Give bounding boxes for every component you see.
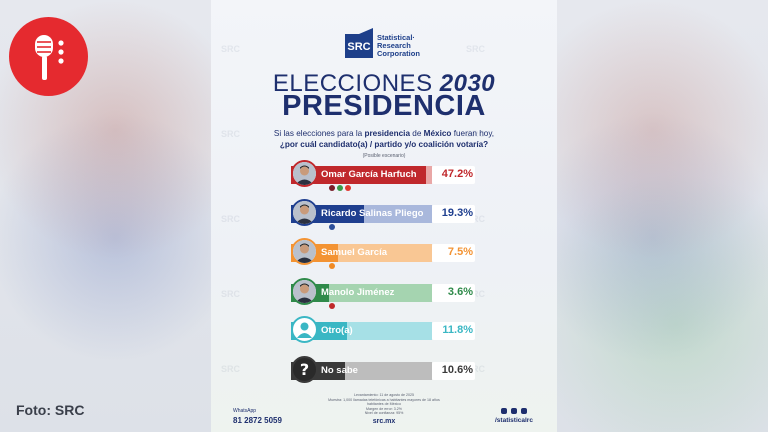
- party-logos-icon: [329, 224, 335, 230]
- person-icon: [291, 316, 318, 343]
- x-icon: [521, 408, 527, 414]
- watermark-text: SRC: [221, 214, 241, 224]
- watermark-text: SRC: [221, 129, 241, 139]
- brand-box: SRC: [345, 34, 373, 58]
- bar: [291, 166, 426, 184]
- value-box: [432, 322, 475, 340]
- party-logos-icon: [329, 303, 335, 309]
- bar-label: No sabe: [321, 365, 358, 376]
- brand-name-line: Research: [377, 41, 411, 50]
- party-logo-icon: [337, 185, 343, 191]
- question-text: de: [412, 129, 422, 138]
- survey-question: Si las elecciones para la presidencia de…: [231, 128, 537, 150]
- bar-label: Manolo Jiménez: [321, 287, 395, 298]
- bar-label: Ricardo Salinas Pliego: [321, 208, 424, 219]
- social-icons: [501, 408, 527, 414]
- whatsapp-label: WhatsApp: [233, 408, 257, 414]
- data-label: 19.3%: [441, 207, 473, 219]
- candidate-avatar: [291, 160, 318, 187]
- party-logo-icon: [329, 263, 335, 269]
- meta-line: Muestra: 1,000 llamadas telefónicas a ha…: [328, 397, 440, 407]
- value-box: [432, 166, 475, 184]
- watermark-text: SRC: [466, 364, 486, 374]
- svg-text:?: ?: [300, 360, 309, 379]
- chart-row: ? No sabe 10.6%: [291, 356, 477, 383]
- question-line-2: ¿por cuál candidato(a) / partido y/o coa…: [279, 140, 489, 149]
- bar-label: Omar García Harfuch: [321, 169, 417, 180]
- candidate-avatar: [291, 199, 318, 226]
- watermark-text: SRC: [221, 289, 241, 299]
- question-mark-icon: ?: [291, 356, 318, 383]
- title-year: 2030: [439, 70, 496, 97]
- chart-row: Omar García Harfuch 47.2%: [291, 160, 477, 191]
- facebook-icon: [501, 408, 507, 414]
- question-text: fueran hoy,: [453, 129, 495, 138]
- watermark-text: SRC: [466, 129, 486, 139]
- methodology-note: Levantamiento: 11 de agosto de 2025 Mues…: [321, 393, 447, 416]
- party-logos-icon: [329, 185, 351, 191]
- poll-poster: SRC SRC SRC SRC SRC SRC SRC SRC SRC SRC SRC Stati…: [211, 0, 557, 432]
- data-label: 3.6%: [447, 286, 473, 298]
- party-logo-icon: [329, 303, 335, 309]
- value-box: [432, 205, 475, 223]
- meta-line: Margen de error: 3.2%: [366, 406, 402, 411]
- data-label: 7.5%: [447, 246, 473, 258]
- bar-label: Samuel García: [321, 247, 388, 258]
- bar-label: Otro(a): [321, 325, 353, 336]
- value-box: [432, 244, 475, 262]
- watermark-text: SRC: [221, 44, 241, 54]
- whatsapp-phone: 81 2872 5059: [233, 416, 282, 425]
- microphone-logo-icon: [9, 17, 88, 96]
- title-elecciones: ELECCIONES 2030: [211, 70, 557, 98]
- party-logo-icon: [329, 224, 335, 230]
- brand-name-line: Statistical·: [377, 33, 415, 42]
- brand-logo: SRC Statistical· Research Corporation: [345, 34, 420, 58]
- meta-line: Levantamiento: 11 de agosto de 2025: [353, 393, 415, 397]
- photo-credit: Foto: SRC: [16, 402, 85, 418]
- chart-row: Samuel García 7.5%: [291, 238, 477, 269]
- watermark-text: SRC: [466, 214, 486, 224]
- brand-name-line: Corporation: [377, 49, 420, 58]
- party-logo-icon: [345, 185, 351, 191]
- data-label: 10.6%: [441, 364, 473, 376]
- meta-line: Nivel de confianza: 95%: [364, 411, 404, 415]
- chart-row: Ricardo Salinas Pliego 19.3%: [291, 199, 477, 230]
- title-presidencia: PRESIDENCIA: [282, 90, 486, 122]
- question-bold: México: [423, 129, 452, 138]
- brand-name: Statistical· Research Corporation: [377, 34, 420, 58]
- watermark-text: SRC: [466, 44, 486, 54]
- data-label: 47.2%: [441, 168, 473, 180]
- question-text: Si las elecciones para la: [273, 129, 363, 138]
- value-box: [432, 284, 475, 302]
- watermark-text: SRC: [221, 364, 241, 374]
- party-logo-icon: [329, 185, 335, 191]
- instagram-icon: [511, 408, 517, 414]
- value-box: [432, 362, 475, 380]
- scenario-note: (Posible escenario): [362, 153, 406, 159]
- chart-row: Manolo Jiménez 3.6%: [291, 278, 477, 309]
- party-logos-icon: [329, 263, 335, 269]
- title-word: ELECCIONES: [272, 70, 433, 97]
- question-bold: presidencia: [364, 129, 410, 138]
- watermark-text: SRC: [466, 289, 486, 299]
- social-handle: /statisticalrc: [495, 417, 533, 424]
- chart-row: Otro(a) 11.8%: [291, 316, 477, 343]
- candidate-avatar: [291, 238, 318, 265]
- candidate-avatar: [291, 278, 318, 305]
- data-label: 11.8%: [442, 324, 473, 336]
- website-url: src.mx: [372, 418, 396, 425]
